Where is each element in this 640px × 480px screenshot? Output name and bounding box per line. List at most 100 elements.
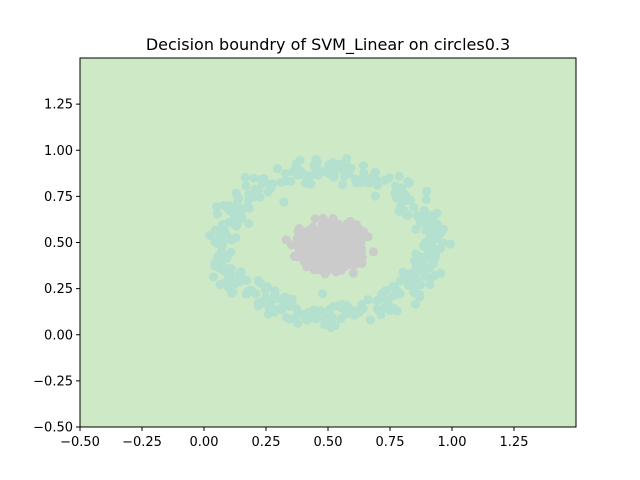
outer-point [277,305,287,315]
outer-point [338,180,348,190]
outer-point [377,289,387,299]
outer-point [346,163,356,173]
outer-point [411,288,421,298]
outer-point [399,205,409,215]
outer-point [262,282,272,292]
x-tick-label: 0.25 [252,435,281,450]
outer-point [241,181,251,191]
inner-point [318,253,328,263]
outer-point [281,169,290,178]
outer-point [428,259,438,269]
outer-point [372,180,382,190]
outer-point [438,224,448,234]
outer-point [235,268,245,278]
outer-point [257,179,267,189]
outer-point [309,305,319,315]
inner-cluster-points [281,213,378,279]
inner-point [351,233,361,242]
inner-point [350,260,360,270]
outer-point [270,286,280,296]
y-tick-label: 0.25 [44,282,73,297]
outer-point [376,307,385,317]
inner-point [303,226,313,236]
inner-point [346,242,356,252]
outer-point [409,202,419,212]
outer-point [231,188,241,198]
outer-point [279,197,289,207]
outer-point [287,167,297,177]
outer-point [432,208,442,218]
outer-point [370,191,380,201]
outer-point [427,218,436,227]
y-tick-label: −0.25 [33,374,73,389]
inner-point [309,265,319,275]
outer-point [436,268,446,278]
inner-point [308,234,318,244]
outer-point [366,315,375,325]
outer-point [295,155,305,165]
inner-point [306,254,316,264]
outer-point [230,208,240,218]
outer-point [282,297,292,307]
outer-point [223,282,233,292]
outer-point [262,296,272,306]
inner-point [305,243,315,253]
outer-point [421,211,430,221]
outer-point [414,213,424,222]
outer-point [322,309,332,319]
outer-point [336,314,346,324]
outer-point [363,295,373,305]
outer-point [219,234,229,244]
outer-point [372,296,382,306]
outer-point [411,299,420,309]
outer-point [446,239,455,249]
outer-point [418,252,427,262]
outer-point [217,246,227,256]
outer-point [237,213,247,223]
outer-point [389,303,398,313]
x-tick-label: −0.25 [122,435,162,450]
x-tick-label: 1.25 [500,435,529,450]
outer-point [411,224,421,234]
outer-point [296,166,306,176]
inner-point [325,231,335,241]
outer-point [219,201,229,210]
inner-point [340,261,350,271]
outer-point [411,249,421,259]
x-tick-label: 0.50 [314,435,343,450]
inner-point [346,251,356,261]
x-tick-label: −0.50 [60,435,100,450]
outer-point [244,195,254,205]
outer-point [355,306,365,316]
inner-point [363,232,373,242]
outer-point [421,195,431,205]
outer-point [209,272,218,282]
inner-point [368,247,378,257]
y-tick-label: 0.75 [44,190,73,205]
y-tick-label: 1.25 [44,98,73,113]
outer-point [273,164,282,174]
outer-point [431,251,440,261]
inner-point [292,233,302,243]
x-axis: −0.50 −0.25 0.00 0.25 0.50 0.75 1.00 1.25 [60,427,528,450]
outer-point [400,190,410,200]
outer-point [205,231,215,240]
outer-point [255,278,265,288]
y-tick-label: 1.00 [44,144,73,159]
outer-point [306,179,316,189]
outer-point [223,264,233,273]
outer-point [240,172,250,182]
outer-point [224,217,234,227]
outer-point [302,315,312,325]
outer-point [265,306,274,316]
outer-point [335,163,345,173]
outer-point [226,247,236,257]
outer-point [344,306,354,316]
outer-point [318,289,327,299]
outer-point [398,267,408,277]
outer-point [212,209,222,219]
outer-point [325,166,335,176]
outer-point [358,161,368,171]
y-tick-label: −0.50 [33,421,73,436]
